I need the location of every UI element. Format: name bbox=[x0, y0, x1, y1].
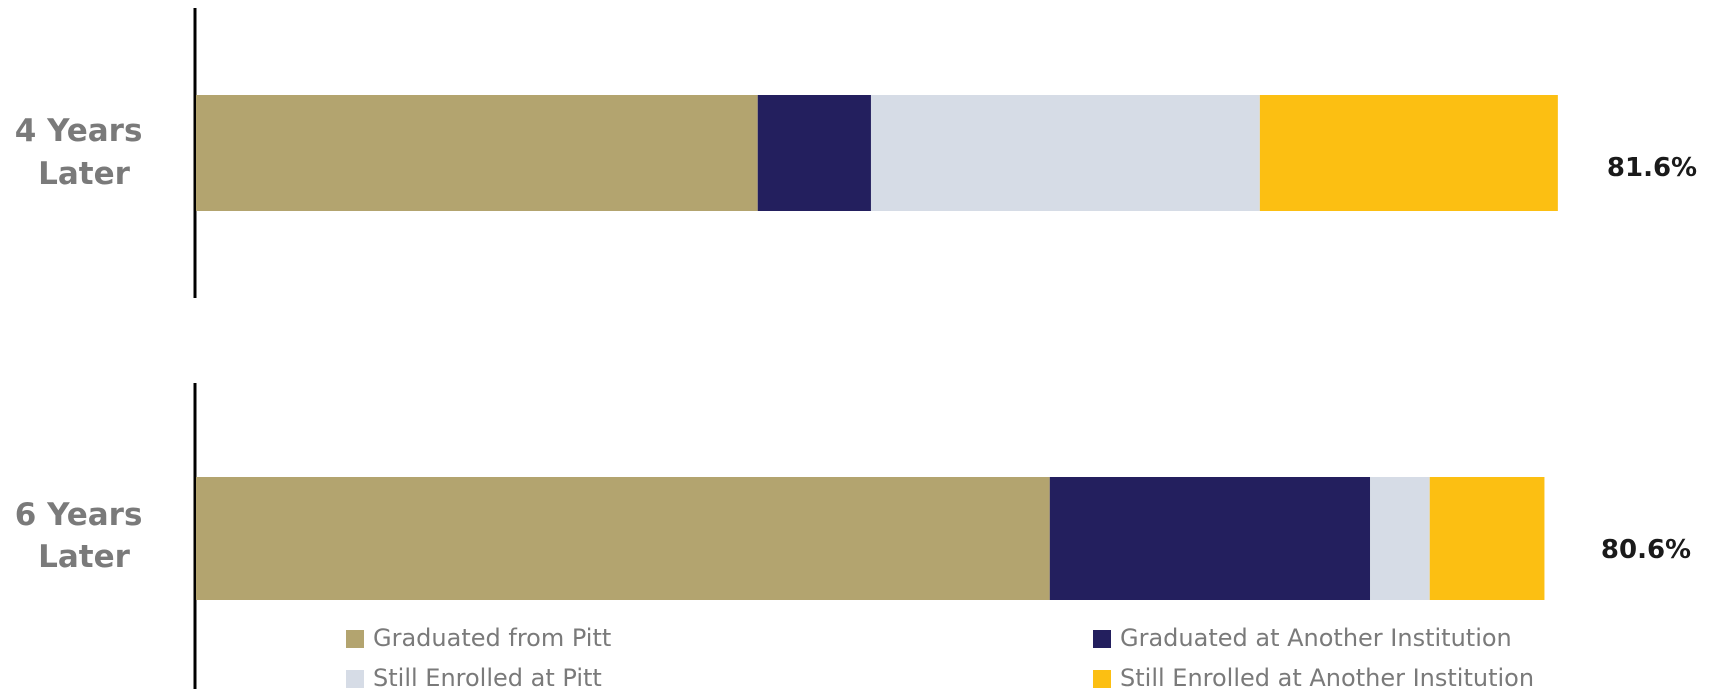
legend-item-still-enrolled-at-another-institution: Still Enrolled at Another Institution bbox=[1093, 664, 1534, 689]
legend-swatch-still-enrolled-at-pitt bbox=[346, 670, 364, 688]
bar-graduated-from-pitt-6-years-later bbox=[196, 477, 1050, 600]
total-label-6-years: 80.6% bbox=[1601, 535, 1691, 565]
legend-item-graduated-from-pitt: Graduated from Pitt bbox=[346, 624, 611, 652]
legend: Graduated from Pitt Graduated at Another… bbox=[346, 624, 1534, 689]
legend-label-still-enrolled-at-another-institution: Still Enrolled at Another Institution bbox=[1120, 664, 1534, 689]
bar-graduated-from-pitt-4-years-later bbox=[196, 95, 758, 211]
legend-label-still-enrolled-at-pitt: Still Enrolled at Pitt bbox=[373, 664, 602, 689]
bar-still-enrolled-at-another-institution-4-years-later bbox=[1259, 95, 1558, 211]
category-label-6-years: 6 Years Later bbox=[15, 497, 153, 575]
bar-graduated-at-another-institution-4-years-later bbox=[757, 95, 871, 211]
bar-still-enrolled-at-pitt-6-years-later bbox=[1370, 477, 1430, 600]
legend-swatch-still-enrolled-at-another-institution bbox=[1093, 670, 1111, 688]
bar-segments bbox=[196, 95, 1558, 600]
legend-item-still-enrolled-at-pitt: Still Enrolled at Pitt bbox=[346, 664, 602, 689]
legend-label-graduated-from-pitt: Graduated from Pitt bbox=[373, 624, 611, 652]
total-label-4-years: 81.6% bbox=[1607, 153, 1697, 183]
legend-swatch-graduated-at-another-institution bbox=[1093, 630, 1111, 648]
bar-still-enrolled-at-another-institution-6-years-later bbox=[1429, 477, 1545, 600]
legend-item-graduated-at-another-institution: Graduated at Another Institution bbox=[1093, 624, 1512, 652]
category-label-4-years: 4 Years Later bbox=[15, 113, 153, 192]
legend-swatch-graduated-from-pitt bbox=[346, 630, 364, 648]
bar-still-enrolled-at-pitt-4-years-later bbox=[870, 95, 1260, 211]
bar-graduated-at-another-institution-6-years-later bbox=[1049, 477, 1371, 600]
legend-label-graduated-at-another-institution: Graduated at Another Institution bbox=[1120, 624, 1512, 652]
